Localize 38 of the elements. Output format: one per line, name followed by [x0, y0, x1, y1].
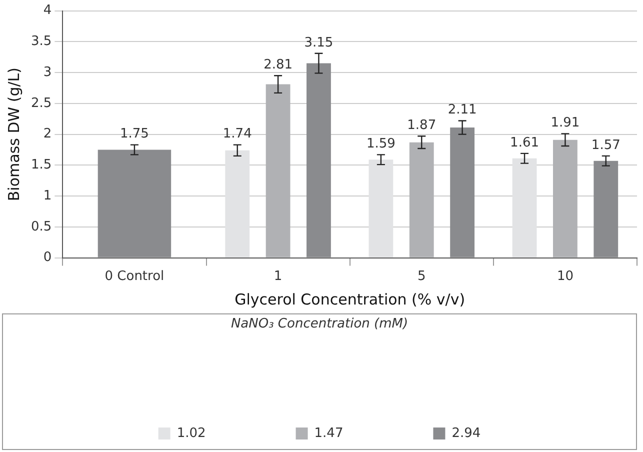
bar [368, 160, 394, 258]
y-axis-title: Biomass DW (g/L) [4, 67, 23, 202]
x-axis-title: Glycerol Concentration (% v/v) [234, 290, 466, 308]
data-label: 1.74 [222, 126, 252, 142]
data-label: 3.15 [304, 35, 334, 50]
y-tick-label: 3.5 [30, 34, 52, 50]
data-label: 2.81 [264, 58, 293, 73]
data-label: 2.11 [448, 102, 477, 118]
legend-label: 2.94 [452, 426, 481, 441]
bar [266, 84, 290, 258]
y-tick-label: 2.5 [30, 96, 52, 111]
data-label: 1.61 [510, 135, 540, 150]
x-tick-label: 10 [556, 268, 574, 284]
y-tick-label: 4 [43, 3, 52, 18]
data-label: 1.75 [120, 126, 149, 142]
bar [594, 160, 618, 258]
data-label: 1.57 [591, 138, 620, 153]
legend-label: 1.47 [314, 426, 344, 441]
data-label: 1.91 [550, 116, 580, 131]
bar [409, 142, 434, 258]
y-tick-label: 3 [43, 64, 52, 80]
x-tick-label: 1 [274, 268, 282, 284]
legend-title: NaNO₃ Concentration (mM) [230, 316, 408, 332]
bar [225, 150, 250, 258]
data-label: 1.87 [407, 118, 436, 134]
y-tick-label: 1.5 [30, 158, 52, 173]
y-tick-label: 0.5 [30, 219, 52, 234]
x-tick-label: 0 Control [104, 268, 164, 284]
bar [306, 63, 331, 258]
bar [450, 128, 475, 258]
data-label: 1.59 [366, 136, 396, 152]
y-tick-label: 0 [43, 250, 52, 266]
x-tick-label: 5 [417, 268, 426, 284]
y-tick-label: 2 [43, 126, 52, 142]
bar [512, 158, 537, 258]
legend-label: 1.02 [176, 426, 206, 441]
y-tick-label: 1 [43, 188, 52, 204]
bar [553, 140, 578, 258]
